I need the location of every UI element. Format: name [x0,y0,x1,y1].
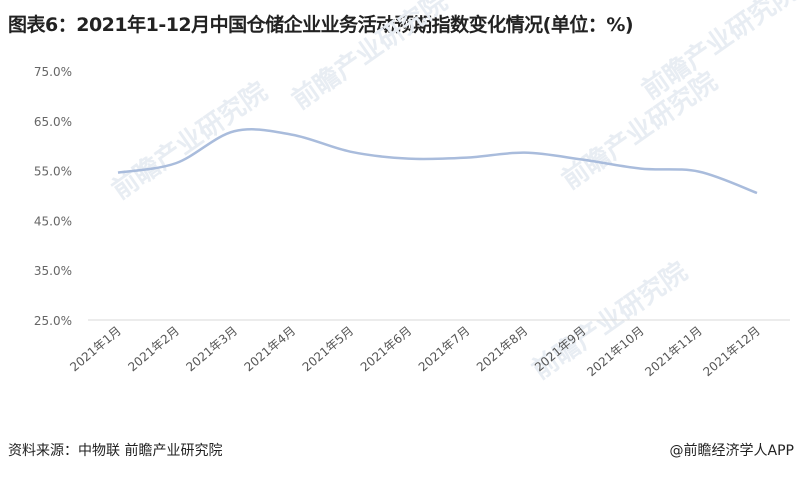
y-tick-label: 75.0% [34,65,72,79]
watermark: 前瞻产业研究院 [286,0,453,116]
x-tick-label: 2021年5月 [300,324,357,375]
y-tick-label: 35.0% [34,264,72,278]
watermark: 前瞻产业研究院 [106,76,273,206]
y-tick-label: 55.0% [34,165,72,179]
y-tick-label: 25.0% [34,314,72,328]
x-tick-label: 2021年4月 [242,324,299,375]
x-tick-label: 2021年12月 [700,324,762,380]
data-line [117,128,758,195]
x-tick-label: 2021年7月 [416,324,473,375]
x-tick-label: 2021年3月 [183,324,240,375]
source-note: 资料来源：中物联 前瞻产业研究院 [8,443,223,459]
x-tick-label: 2021年6月 [358,324,415,375]
y-tick-label: 45.0% [34,214,72,228]
chart-title: 图表6：2021年1-12月中国仓储企业业务活动预期指数变化情况(单位：%) [8,14,634,36]
brand-label: @前瞻经济学人APP [669,443,794,459]
watermark: 前瞻产业研究院 [526,256,693,386]
x-tick-label: 2021年1月 [67,324,124,375]
x-tick-label: 2021年8月 [474,324,531,375]
x-tick-label: 2021年11月 [642,324,704,380]
x-tick-label: 2021年2月 [125,324,182,375]
y-tick-label: 65.0% [34,115,72,129]
